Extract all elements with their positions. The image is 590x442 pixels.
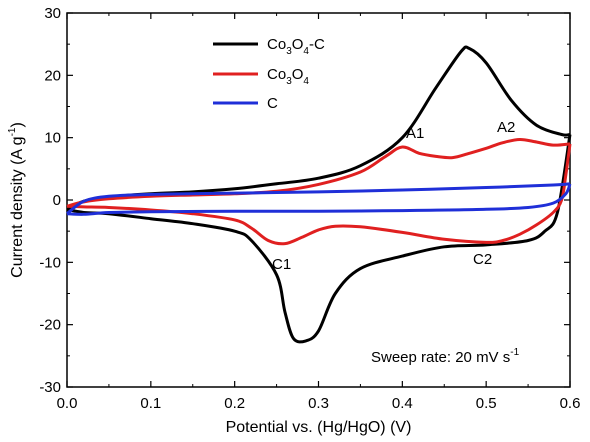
curves [66, 45, 572, 344]
x-tick-label: 0.1 [140, 395, 161, 412]
y-tick-label: 0 [53, 192, 61, 209]
legend-label-co3o4: Co3O4 [267, 66, 309, 87]
x-tick-label: 0.6 [560, 395, 581, 412]
peak-label-a2: A2 [497, 119, 515, 136]
series-co3o4-c-cathodic-line [66, 134, 572, 344]
y-tick-label: -20 [39, 317, 61, 334]
peak-label-c2: C2 [473, 251, 492, 268]
x-tick-label: 0.5 [476, 395, 497, 412]
x-tick-label: 0.4 [392, 395, 413, 412]
series-c-cathodic-line [66, 183, 572, 216]
y-tick-label: 30 [44, 5, 61, 22]
peak-label-c1: C1 [272, 256, 291, 273]
series-c-anodic-line [66, 182, 571, 215]
series-co3o4-anodic-line [66, 137, 571, 208]
y-axis-label: Current density (A g-1) [7, 122, 26, 278]
sweep-rate-label: Sweep rate: 20 mV s-1 [371, 347, 520, 366]
annotations: A1 A2 C1 C2 Sweep rate: 20 mV s-1 [272, 119, 520, 366]
axis-ticks: 0.0 0.1 0.2 0.3 0.4 0.5 0.6 -30 -20 -10 0 10 20 30 [39, 5, 580, 412]
legend: Co3O4-C Co3O4 C [213, 36, 325, 112]
x-tick-label: 0.2 [224, 395, 245, 412]
x-tick-label: 0.3 [308, 395, 329, 412]
peak-label-a1: A1 [406, 125, 424, 142]
y-tick-label: 20 [44, 67, 61, 84]
legend-label-c: C [267, 95, 278, 112]
y-tick-label: -10 [39, 254, 61, 271]
x-tick-label: 0.0 [57, 395, 78, 412]
y-tick-label: 10 [44, 130, 61, 147]
x-axis-label: Potential vs. (Hg/HgO) (V) [226, 419, 412, 436]
y-tick-label: -30 [39, 379, 61, 396]
legend-label-co3o4-c: Co3O4-C [267, 36, 325, 57]
